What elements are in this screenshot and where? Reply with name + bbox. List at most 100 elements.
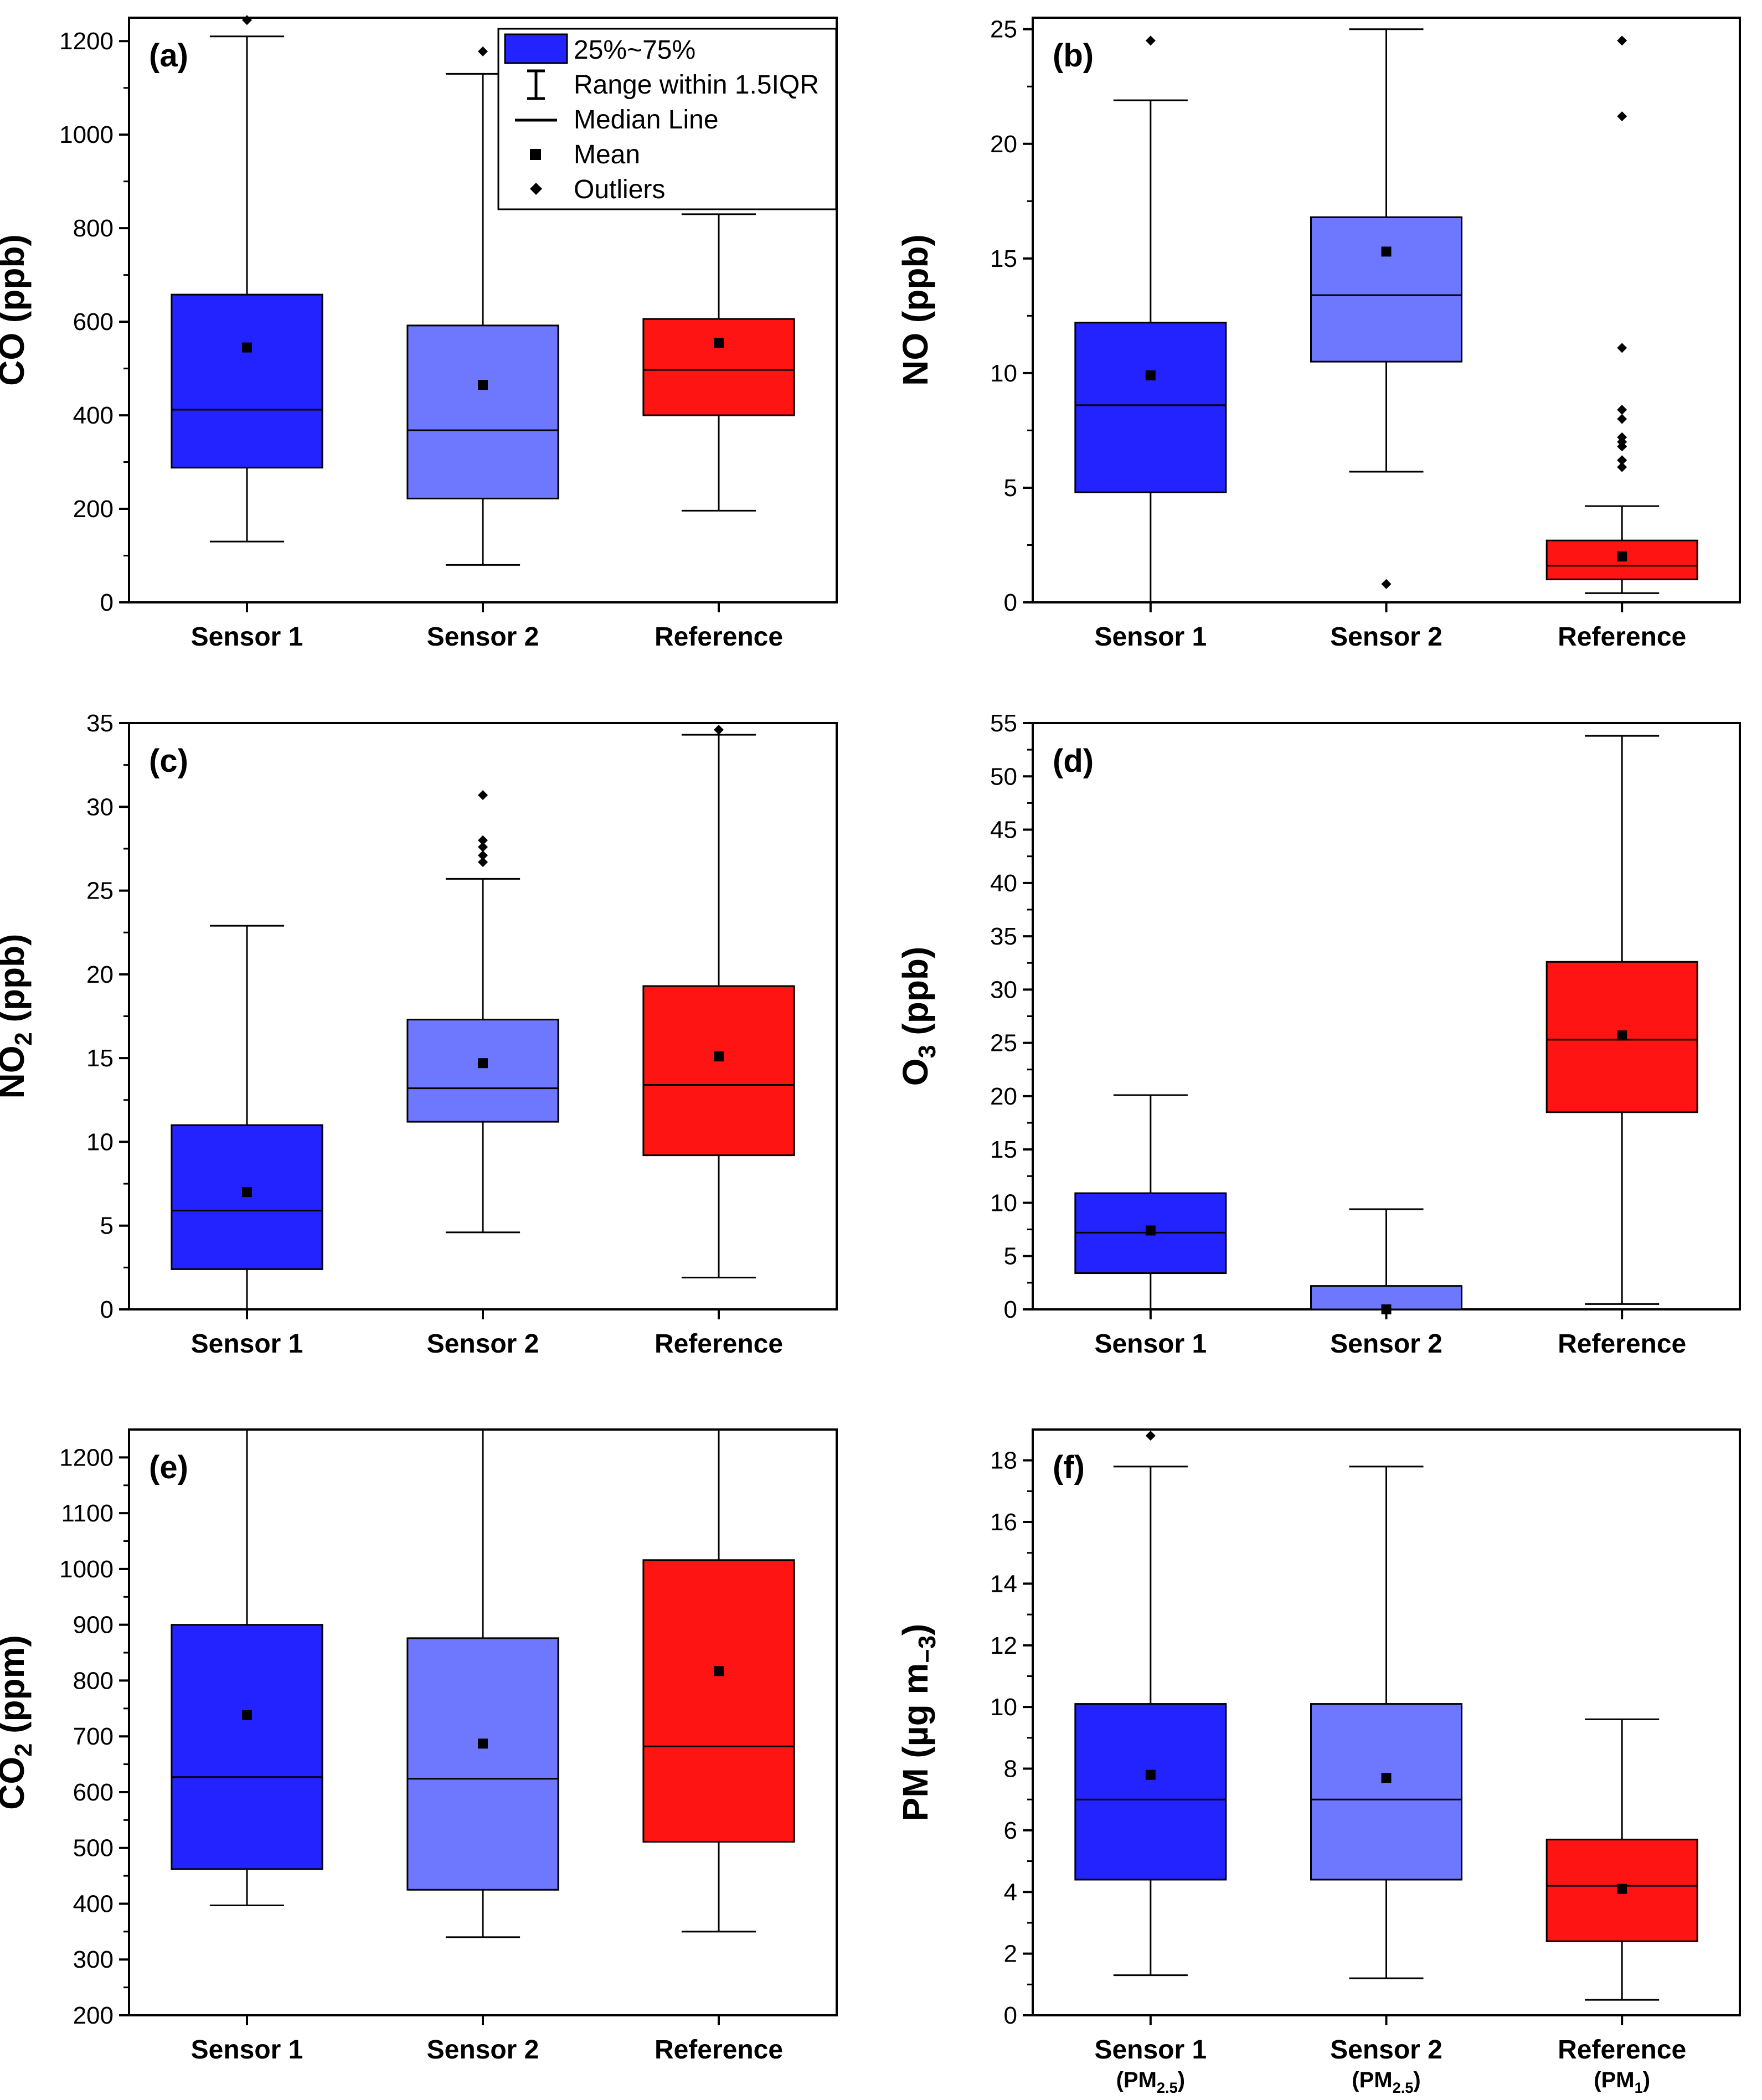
y-tick-label: 15 [990,1136,1017,1163]
panel-b: 0 5 10 15 20 25 NO (ppb) (b) Sensor 1 Sensor 2 Ref… [895,16,1741,652]
iqr-box [1074,1703,1227,1881]
y-tick-label: 500 [73,1835,114,1862]
iqr-box [642,1559,795,1843]
y-tick-label: 300 [73,1946,114,1973]
y-tick-label: 5 [1004,1243,1017,1270]
y-tick-label: 200 [73,496,114,523]
x-tick-sublabel-script: 2.5 [1393,2079,1414,2096]
y-tick-label: 0 [100,589,114,616]
y-tick-label: 1000 [59,1556,114,1583]
legend-outlier-symbol [530,183,542,195]
legend-label-outlier: Outliers [574,175,665,204]
x-tick-label: Reference [1558,622,1686,652]
x-tick-label: Reference [1558,2035,1686,2065]
y-axis-label-part: PM (µg m [895,1663,935,1822]
outlier-marker [478,790,488,801]
outlier-marker [1381,579,1392,589]
y-tick-label: 900 [73,1612,114,1639]
iqr-box [1310,216,1463,363]
box-sensor-2: Sensor 2 [1310,28,1463,652]
outlier-marker [1617,35,1627,46]
y-tick-label: 10 [990,360,1017,387]
y-tick-label: 800 [73,215,114,242]
box-reference: Reference [642,213,795,652]
mean-marker [1381,246,1392,257]
y-tick-label: 1200 [59,28,114,55]
mean-marker [478,1058,488,1069]
outlier-marker [1617,111,1627,122]
y-axis-label-script: 2 [11,1743,37,1757]
y-tick-label: 4 [1004,1879,1017,1906]
legend-label-whisker: Range within 1.5IQR [574,70,819,100]
mean-marker [1617,1884,1627,1894]
y-axis-label: O3 (ppb) [895,947,941,1086]
x-tick-sublabel-part: (PM [1352,2068,1392,2092]
y-tick-label: 600 [73,308,114,336]
y-tick-label: 0 [100,1296,114,1323]
x-tick-sublabel-script: 2.5 [1157,2079,1178,2096]
y-tick-label: 10 [86,1128,114,1155]
y-tick-label: 30 [990,976,1017,1003]
x-tick-label: Sensor 1 [1094,1329,1207,1359]
mean-marker [1617,1030,1627,1041]
panel-a: 0 200 400 600 800 1000 1200 CO (ppb) (a) Sensor 1… [0,15,838,652]
legend-label-box: 25%~75% [574,35,695,65]
mean-marker [714,338,724,348]
x-tick-label: Sensor 2 [427,2035,539,2065]
y-axis-label-part: O [895,1059,935,1086]
legend: 25%~75% Range within 1.5IQR Median Line … [497,28,837,210]
panel-letter: (e) [149,1449,188,1485]
iqr-box [406,1637,559,1891]
y-tick-label: 1100 [61,1500,114,1527]
y-tick-label: 15 [990,245,1017,272]
box-sensor-2: Sensor 2 [406,46,559,652]
y-tick-label: 12 [990,1632,1017,1659]
y-tick-label: 1000 [59,121,114,148]
y-tick-label: 10 [990,1189,1017,1216]
y-tick-label: 5 [1004,474,1017,502]
iqr-box [406,1019,559,1123]
y-tick-label: 25 [990,1030,1017,1057]
x-tick-label: Sensor 1 [1094,2035,1207,2065]
y-tick-label: 0 [1004,2002,1017,2029]
y-axis-label-script: −3 [914,1635,941,1663]
y-axis-label: PM (µg m−3) [895,1624,941,1822]
panel-letter: (d) [1053,743,1094,779]
x-tick-label: Reference [655,622,783,652]
outlier-marker [1145,35,1156,46]
panel-letter: (a) [149,38,188,74]
iqr-box [171,293,323,469]
legend-mean-symbol [530,149,541,160]
mean-marker [1617,551,1627,562]
y-tick-label: 800 [73,1667,114,1694]
y-tick-label: 14 [990,1570,1017,1597]
legend-label-median: Median Line [574,105,719,135]
x-tick-sublabel: (PM2.5) [1352,2068,1420,2096]
y-axis-label-part: (ppm) [0,1635,32,1743]
y-tick-label: 10 [990,1694,1017,1721]
panel-c: 0 5 10 15 20 25 30 35 NO2 (ppb) (c) Sensor 1 Sensor… [0,710,838,1359]
mean-marker [1145,1769,1156,1780]
outlier-marker [478,857,488,868]
x-tick-sublabel-part: ) [1643,2068,1650,2092]
box-reference: Reference (PM1) [1545,1718,1698,2096]
iqr-box [406,324,559,499]
y-axis-label-part: NO [0,1045,32,1098]
y-tick-label: 35 [86,710,114,737]
x-tick-sublabel: (PM2.5) [1116,2068,1185,2096]
outlier-marker [1617,343,1627,353]
legend-whisker-symbol [527,69,545,100]
outlier-marker [1617,441,1627,452]
y-tick-label: 40 [990,870,1017,897]
x-tick-sublabel: (PM1) [1594,2068,1650,2096]
y-tick-label: 5 [100,1212,114,1240]
iqr-box [1310,1703,1463,1881]
y-tick-label: 30 [86,793,114,821]
y-axis-label: NO (ppb) [895,234,935,386]
y-axis-label-part: CO [0,1757,32,1810]
y-tick-label: 600 [73,1779,114,1806]
x-tick-label: Sensor 2 [1330,1329,1442,1359]
mean-marker [1145,1225,1156,1236]
x-tick-label: Sensor 1 [191,1329,303,1359]
mean-marker [478,1738,488,1749]
